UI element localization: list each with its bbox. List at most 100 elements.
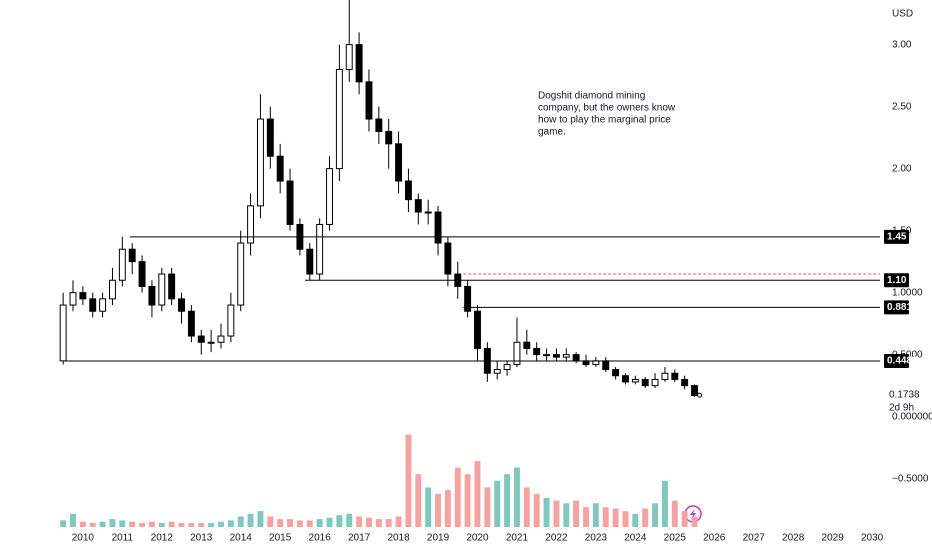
candle-body bbox=[612, 369, 620, 377]
candle-body bbox=[513, 341, 521, 366]
x-tick-label: 2026 bbox=[703, 533, 726, 544]
volume-bar bbox=[494, 480, 501, 527]
annotation-line: game. bbox=[538, 127, 566, 138]
level-label: 1.45 bbox=[887, 231, 907, 242]
volume-bar bbox=[375, 519, 382, 527]
volume-bar bbox=[533, 494, 540, 527]
x-tick-label: 2019 bbox=[427, 533, 450, 544]
candle-body bbox=[335, 68, 343, 170]
volume-bar bbox=[513, 467, 520, 527]
volume-bar bbox=[454, 467, 461, 527]
y-tick-label: 0.000000 bbox=[892, 411, 932, 422]
x-tick-label: 2010 bbox=[72, 533, 95, 544]
x-tick-label: 2027 bbox=[743, 533, 766, 544]
candle-body bbox=[681, 378, 689, 387]
volume-bar bbox=[602, 507, 609, 527]
volume-bar bbox=[227, 520, 234, 527]
y-tick-label: −0.5000 bbox=[892, 473, 929, 484]
annotation-line: how to play the marginal price bbox=[538, 115, 671, 126]
volume-bar bbox=[178, 523, 185, 527]
x-tick-label: 2012 bbox=[151, 533, 174, 544]
candle-body bbox=[671, 372, 679, 380]
level-label-box bbox=[884, 273, 909, 288]
annotation-line: Dogshit diamond mining bbox=[538, 91, 645, 102]
volume-bar bbox=[129, 521, 136, 527]
candle-body bbox=[178, 298, 185, 312]
x-tick-label: 2020 bbox=[466, 533, 489, 544]
volume-bar bbox=[89, 523, 96, 527]
candle-body bbox=[256, 118, 264, 207]
candle-body bbox=[414, 199, 422, 213]
volume-bar bbox=[287, 519, 294, 527]
candle-body bbox=[158, 273, 166, 306]
last-price-marker bbox=[697, 392, 703, 398]
volume-bar bbox=[237, 516, 244, 527]
volume-bar bbox=[691, 516, 698, 527]
x-tick-label: 2021 bbox=[506, 533, 529, 544]
volume-bar bbox=[642, 508, 649, 527]
volume-bar bbox=[435, 494, 441, 527]
candle-body bbox=[395, 143, 403, 182]
candle-body bbox=[641, 378, 649, 387]
volume-bar bbox=[583, 507, 589, 527]
candle-body bbox=[543, 354, 551, 357]
candle-body bbox=[474, 310, 481, 349]
level-label-box bbox=[884, 300, 909, 315]
volume-bar bbox=[257, 511, 264, 527]
candle-body bbox=[444, 242, 452, 275]
volume-bar bbox=[139, 523, 146, 527]
volume-bar bbox=[612, 508, 619, 527]
candle-body bbox=[276, 155, 284, 182]
countdown-label: 2d 9h bbox=[889, 403, 914, 414]
candle-body bbox=[109, 279, 116, 300]
x-tick-label: 2023 bbox=[585, 533, 608, 544]
y-tick-label: 2.00 bbox=[892, 163, 912, 174]
volume-bar bbox=[148, 521, 155, 527]
candle-body bbox=[89, 298, 97, 312]
x-tick-label: 2030 bbox=[861, 533, 884, 544]
candle-body bbox=[602, 360, 610, 371]
level-label: 0.8810 bbox=[887, 302, 918, 313]
candle-body bbox=[207, 341, 215, 344]
volume-bar bbox=[70, 513, 76, 527]
candle-body bbox=[197, 335, 205, 343]
volume-bar bbox=[109, 519, 116, 527]
volume-bar bbox=[681, 511, 688, 527]
y-tick-label: 1.0000 bbox=[892, 287, 923, 298]
volume-bar bbox=[296, 520, 303, 527]
candle-body bbox=[424, 211, 432, 214]
volume-bar bbox=[277, 519, 284, 527]
alert-bolt[interactable] bbox=[690, 508, 696, 520]
candle-body bbox=[148, 285, 156, 306]
candle-body bbox=[631, 378, 639, 383]
candle-body bbox=[247, 205, 255, 244]
candle-body bbox=[691, 385, 698, 397]
last-price-label: 0.1738 bbox=[889, 390, 920, 401]
x-tick-label: 2024 bbox=[624, 533, 647, 544]
candle-body bbox=[562, 354, 570, 358]
y-tick-label: 3.00 bbox=[892, 39, 912, 50]
level-label-box bbox=[884, 229, 909, 244]
volume-bar bbox=[267, 516, 274, 527]
volume-bar bbox=[592, 503, 599, 527]
volume-bar bbox=[247, 513, 254, 527]
x-tick-label: 2018 bbox=[387, 533, 410, 544]
candle-body bbox=[375, 118, 383, 132]
volume-bar bbox=[79, 521, 86, 527]
x-tick-label: 2014 bbox=[230, 533, 253, 544]
volume-bar bbox=[346, 513, 353, 527]
volume-bar bbox=[306, 520, 313, 527]
x-tick-label: 2029 bbox=[822, 533, 845, 544]
volume-bar bbox=[632, 513, 639, 527]
candle-body bbox=[286, 180, 294, 225]
volume-bar bbox=[543, 497, 550, 527]
candle-body bbox=[523, 341, 531, 349]
x-tick-label: 2015 bbox=[269, 533, 292, 544]
candle-body bbox=[168, 273, 176, 300]
candle-body bbox=[404, 180, 412, 201]
volume-bar bbox=[188, 523, 195, 527]
candle-body bbox=[118, 248, 126, 281]
volume-bar bbox=[356, 516, 363, 527]
